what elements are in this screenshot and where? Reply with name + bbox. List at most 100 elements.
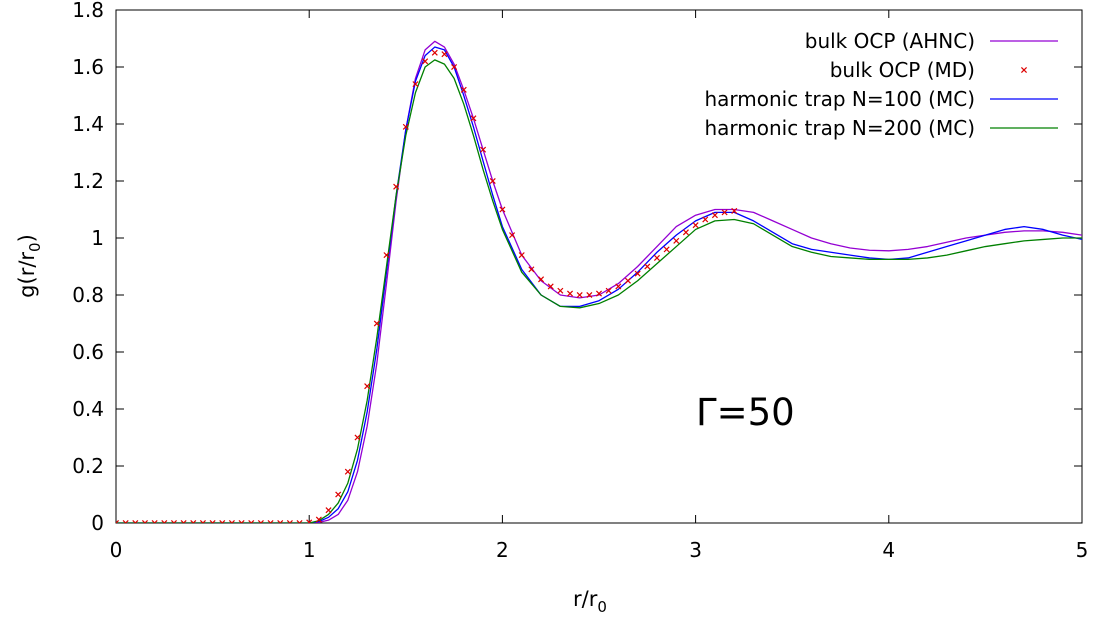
legend-label-2: bulk OCP (MD) [830, 58, 975, 82]
x-axis-label-main: r/r [573, 587, 598, 611]
data-point [547, 283, 554, 290]
data-point [306, 519, 313, 523]
data-point [431, 49, 438, 56]
y-axis-label-main: g(r/r [15, 252, 39, 298]
data-point [711, 212, 718, 219]
data-point [248, 519, 255, 523]
data-point [692, 222, 699, 229]
data-point [170, 519, 177, 523]
data-point [653, 254, 660, 261]
data-point [460, 86, 467, 93]
y-tick-label: 0.2 [72, 454, 104, 478]
x-axis-label: r/r0 [573, 587, 607, 616]
data-point [489, 177, 496, 185]
data-point [141, 519, 149, 523]
data-point [393, 183, 400, 190]
y-axis-label-subscript: 0 [26, 242, 44, 252]
x-tick-label: 2 [496, 538, 509, 562]
y-tick-label: 0 [91, 511, 104, 535]
data-point [615, 283, 622, 290]
data-point [161, 519, 168, 523]
y-tick-label: 1.4 [72, 112, 104, 136]
legend-label-3: harmonic trap N=100 (MC) [704, 87, 975, 111]
data-point [286, 519, 293, 523]
data-point [441, 51, 448, 58]
data-point [576, 291, 583, 299]
series-line-4 [116, 59, 1082, 523]
y-tick-label: 1.2 [72, 169, 104, 193]
x-axis-ticks: 0 1 2 3 4 5 [110, 10, 1089, 562]
data-point [277, 519, 284, 523]
data-point [325, 507, 332, 514]
x-tick-label: 1 [303, 538, 316, 562]
y-tick-label: 1.6 [72, 55, 104, 79]
data-point [315, 516, 322, 523]
y-tick-label: 0.8 [72, 283, 104, 307]
data-point [586, 291, 593, 299]
data-point [682, 229, 689, 236]
data-point [335, 491, 342, 498]
data-point [470, 115, 477, 122]
data-point [199, 519, 206, 523]
data-point [509, 232, 516, 239]
data-point [422, 58, 429, 65]
data-point [702, 216, 709, 223]
data-point [644, 263, 651, 270]
y-tick-label: 1 [91, 226, 104, 250]
data-point [499, 206, 506, 213]
data-point [412, 81, 419, 88]
y-tick-label: 0.6 [72, 340, 104, 364]
data-point [228, 519, 235, 523]
series-points-2 [116, 49, 738, 523]
y-tick-label: 1.8 [72, 0, 104, 22]
data-point [238, 519, 245, 523]
data-point [116, 519, 120, 523]
data-point [257, 519, 264, 523]
plot-frame [115, 9, 1083, 524]
x-axis-label-subscript: 0 [597, 598, 607, 616]
data-point [451, 63, 458, 71]
data-point [122, 519, 129, 523]
data-point [528, 266, 535, 273]
data-point [538, 276, 545, 283]
y-axis-label: g(r/r0) [15, 234, 44, 298]
data-point [151, 519, 158, 523]
x-tick-label: 0 [110, 538, 123, 562]
y-axis-ticks: 0 0.2 0.4 0.6 0.8 1 1.2 1.4 1.6 1.8 [72, 0, 1082, 535]
data-point [132, 519, 139, 523]
data-point [721, 209, 728, 216]
data-point [566, 290, 574, 297]
data-point [624, 277, 632, 284]
data-point [402, 123, 409, 130]
data-point [373, 320, 380, 327]
data-point [354, 434, 361, 441]
data-point [219, 519, 226, 523]
data-point [557, 287, 564, 294]
data-point [364, 383, 371, 390]
data-point [267, 519, 274, 523]
series-layer [116, 40, 1082, 523]
data-point [480, 146, 487, 153]
data-point [605, 287, 612, 294]
legend: bulk OCP (AHNC) bulk OCP (MD) harmonic tra… [704, 29, 1058, 140]
gamma-annotation: Γ=50 [696, 391, 795, 434]
data-point [180, 519, 187, 523]
data-point [663, 246, 670, 253]
y-axis-label-close: ) [15, 234, 39, 242]
data-point [209, 519, 216, 523]
data-point [673, 237, 680, 244]
x-tick-label: 3 [689, 538, 702, 562]
legend-swatch-2 [1020, 66, 1028, 74]
data-point [634, 270, 641, 277]
series-line-1 [116, 40, 1082, 523]
legend-label-4: harmonic trap N=200 (MC) [704, 116, 975, 140]
data-point [383, 252, 390, 259]
x-tick-label: 5 [1076, 538, 1089, 562]
data-point [296, 519, 303, 523]
data-point [595, 290, 603, 297]
y-tick-label: 0.4 [72, 397, 104, 421]
data-point [344, 468, 351, 475]
data-point [731, 207, 738, 214]
x-tick-label: 4 [882, 538, 895, 562]
